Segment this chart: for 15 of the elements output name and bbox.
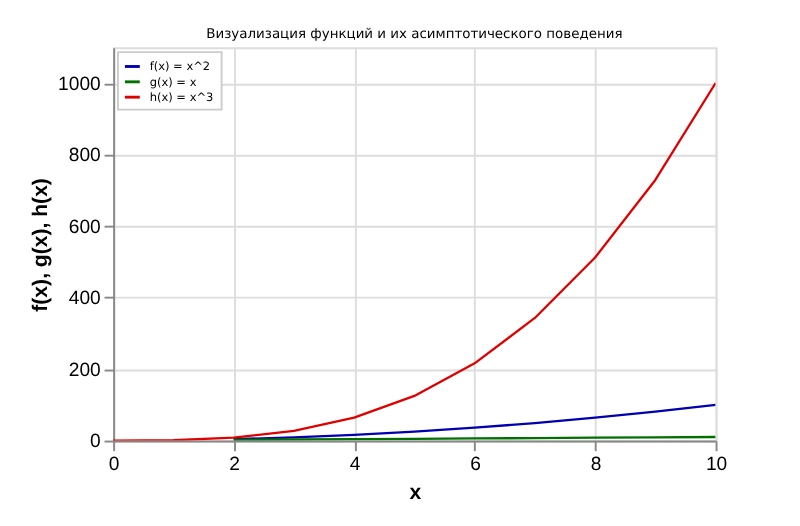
x-axis-title: x [409,481,422,506]
y-axis-title: f(x), g(x), h(x) [28,178,53,312]
x-tick-label: 0 [108,454,120,477]
line-series [232,403,716,441]
y-tick-label: 0 [90,431,101,454]
x-tick-label: 4 [349,454,362,477]
y-tick-label: 200 [68,359,101,382]
y-tick-label: 400 [68,288,101,311]
x-tick-label: 2 [229,454,240,477]
y-tick-label: 1000 [58,73,101,96]
y-tick-label: 800 [68,145,101,168]
x-tick-label: 10 [705,454,728,477]
y-tick-label: 600 [68,216,101,239]
x-tick-label: 8 [590,454,602,477]
x-tick-label: 6 [470,454,481,477]
